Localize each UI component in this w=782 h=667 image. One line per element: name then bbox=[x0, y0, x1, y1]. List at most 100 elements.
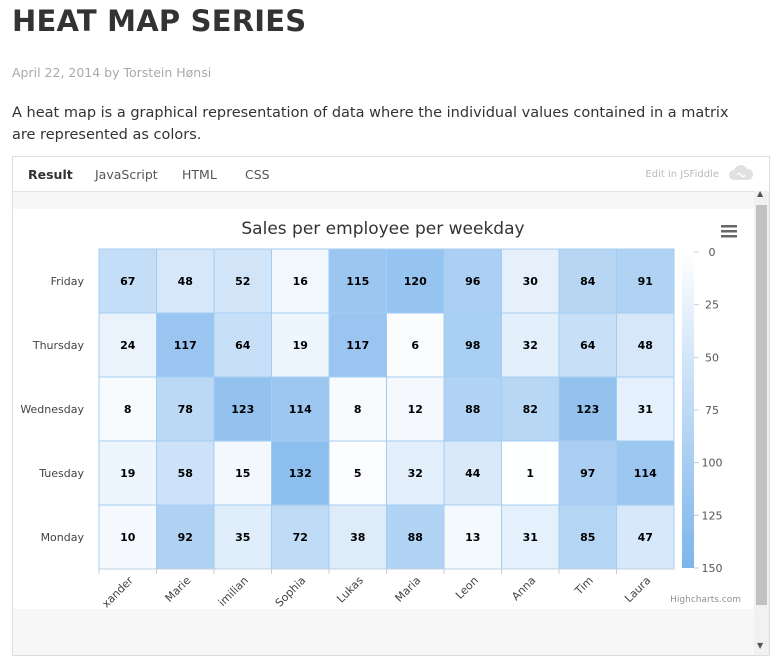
cell-data-label: 48 bbox=[178, 275, 193, 288]
cell-data-label: 12 bbox=[408, 403, 423, 416]
cell-data-label: 114 bbox=[634, 467, 657, 480]
heatmap-cell[interactable] bbox=[386, 440, 445, 506]
heatmap-cell[interactable] bbox=[213, 440, 272, 506]
cell-data-label: 115 bbox=[346, 275, 369, 288]
heatmap-cell[interactable] bbox=[271, 312, 330, 378]
heatmap-cell[interactable] bbox=[501, 440, 560, 506]
tab-css[interactable]: CSS bbox=[245, 167, 270, 182]
cell-data-label: 52 bbox=[235, 275, 250, 288]
scrollbar-thumb[interactable] bbox=[756, 205, 767, 605]
heatmap-cell[interactable] bbox=[501, 504, 560, 570]
cell-data-label: 8 bbox=[124, 403, 132, 416]
legend-tick-label: 150 bbox=[702, 562, 723, 575]
heatmap-cell[interactable] bbox=[271, 504, 330, 570]
heatmap-cell[interactable] bbox=[616, 312, 675, 378]
y-axis-label: Friday bbox=[51, 275, 85, 288]
heatmap-cell[interactable] bbox=[558, 248, 617, 314]
cell-data-label: 32 bbox=[408, 467, 423, 480]
cell-data-label: 38 bbox=[350, 531, 365, 544]
heatmap-cell[interactable] bbox=[156, 504, 215, 570]
cell-data-label: 10 bbox=[120, 531, 136, 544]
edit-in-jsfiddle-link[interactable]: Edit in JSFiddle bbox=[645, 169, 719, 180]
heatmap-cell[interactable] bbox=[443, 376, 502, 442]
cell-data-label: 82 bbox=[523, 403, 538, 416]
x-axis-label: Anna bbox=[509, 574, 538, 603]
cell-data-label: 35 bbox=[235, 531, 250, 544]
cell-data-label: 91 bbox=[638, 275, 653, 288]
heatmap-cell[interactable] bbox=[501, 376, 560, 442]
heatmap-cell[interactable] bbox=[213, 312, 272, 378]
cell-data-label: 31 bbox=[523, 531, 538, 544]
highcharts-credits[interactable]: Highcharts.com bbox=[670, 595, 741, 605]
heatmap-cell[interactable] bbox=[328, 312, 387, 378]
post-meta: April 22, 2014 by Torstein Hønsi bbox=[12, 65, 212, 80]
heatmap-cell[interactable] bbox=[443, 248, 502, 314]
heatmap-cell[interactable] bbox=[213, 504, 272, 570]
cell-data-label: 132 bbox=[289, 467, 312, 480]
vertical-scrollbar[interactable]: ▲ ▼ bbox=[754, 189, 769, 655]
legend-tick-label: 0 bbox=[709, 246, 716, 259]
export-menu-icon[interactable] bbox=[719, 223, 739, 239]
x-axis-label: Tim bbox=[572, 574, 596, 598]
cell-data-label: 5 bbox=[354, 467, 362, 480]
heatmap-cell[interactable] bbox=[98, 440, 157, 506]
cell-data-label: 88 bbox=[465, 403, 480, 416]
y-axis-label: Tuesday bbox=[38, 467, 84, 480]
jsfiddle-cloud-icon[interactable] bbox=[727, 163, 755, 187]
tab-html[interactable]: HTML bbox=[182, 167, 217, 182]
cell-data-label: 1 bbox=[526, 467, 534, 480]
scroll-up-icon[interactable]: ▲ bbox=[757, 189, 764, 198]
cell-data-label: 85 bbox=[580, 531, 595, 544]
color-legend-bar bbox=[682, 252, 694, 568]
x-axis-label: Sophia bbox=[273, 574, 309, 609]
heatmap-cell[interactable] bbox=[616, 440, 675, 506]
heatmap-cell[interactable] bbox=[558, 312, 617, 378]
heatmap-cell[interactable] bbox=[616, 504, 675, 570]
cell-data-label: 96 bbox=[465, 275, 481, 288]
heatmap-chart: Sales per employee per weekday 67 48 52 16 1… bbox=[20, 219, 741, 610]
heatmap-cell[interactable] bbox=[156, 312, 215, 378]
cell-data-label: 32 bbox=[523, 339, 538, 352]
heatmap-cell[interactable] bbox=[98, 504, 157, 570]
cell-data-label: 58 bbox=[178, 467, 193, 480]
cell-data-label: 78 bbox=[178, 403, 193, 416]
heatmap-cell[interactable] bbox=[558, 376, 617, 442]
heatmap-cell[interactable] bbox=[558, 440, 617, 506]
cell-data-label: 8 bbox=[354, 403, 362, 416]
cell-data-label: 72 bbox=[293, 531, 308, 544]
cell-data-label: 24 bbox=[120, 339, 136, 352]
cell-data-label: 98 bbox=[465, 339, 480, 352]
heatmap-cell[interactable] bbox=[328, 248, 387, 314]
cell-data-label: 64 bbox=[235, 339, 251, 352]
heatmap-cell[interactable] bbox=[156, 440, 215, 506]
cell-data-label: 84 bbox=[580, 275, 596, 288]
cell-data-label: 48 bbox=[638, 339, 653, 352]
cell-data-label: 44 bbox=[465, 467, 481, 480]
heatmap-cell[interactable] bbox=[501, 248, 560, 314]
heatmap-cell[interactable] bbox=[98, 312, 157, 378]
heatmap-cell[interactable] bbox=[443, 440, 502, 506]
cell-data-label: 67 bbox=[120, 275, 135, 288]
tab-javascript[interactable]: JavaScript bbox=[95, 167, 158, 182]
cell-data-label: 117 bbox=[346, 339, 369, 352]
tab-result[interactable]: Result bbox=[28, 167, 73, 182]
heatmap-cell[interactable] bbox=[156, 376, 215, 442]
x-axis-label: Leon bbox=[453, 574, 481, 602]
heatmap-cell[interactable] bbox=[386, 248, 445, 314]
heatmap-cell[interactable] bbox=[501, 312, 560, 378]
heatmap-cell[interactable] bbox=[271, 376, 330, 442]
scroll-down-icon[interactable]: ▼ bbox=[757, 641, 764, 650]
heatmap-cell[interactable] bbox=[386, 504, 445, 570]
x-axis-label: imilian bbox=[216, 574, 251, 609]
heatmap-cell[interactable] bbox=[271, 440, 330, 506]
legend-tick-label: 25 bbox=[705, 299, 719, 312]
cell-data-label: 92 bbox=[178, 531, 193, 544]
heatmap-cell[interactable] bbox=[328, 376, 387, 442]
result-panel: Sales per employee per weekday 67 48 52 16 1… bbox=[13, 209, 754, 610]
cell-data-label: 123 bbox=[231, 403, 254, 416]
chart-title: Sales per employee per weekday bbox=[241, 219, 524, 239]
y-axis-label: Wednesday bbox=[20, 403, 84, 416]
cell-data-label: 15 bbox=[235, 467, 250, 480]
x-axis-label: Laura bbox=[622, 574, 653, 605]
legend-tick-label: 50 bbox=[705, 351, 719, 364]
